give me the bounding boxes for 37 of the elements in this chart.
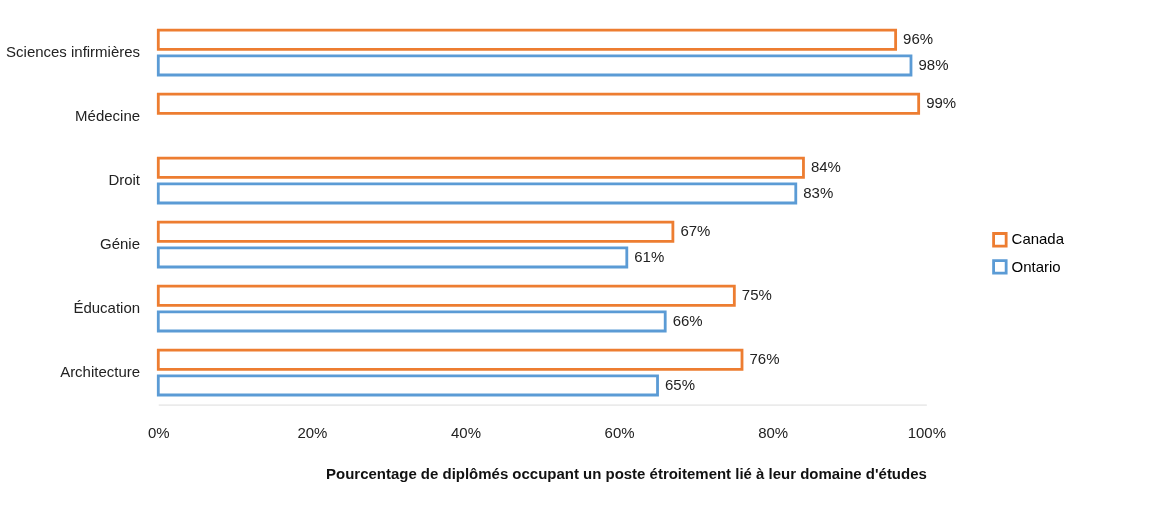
- data-label: 96%: [903, 30, 934, 48]
- bar: [156, 92, 921, 115]
- legend-label: Canada: [1011, 230, 1065, 248]
- bar: [156, 284, 736, 307]
- x-axis-title: Pourcentage de diplômés occupant un poste étroitement lié à leur domaine d'études: [326, 465, 927, 483]
- bar: [156, 220, 675, 243]
- x-tick-label: 100%: [907, 423, 946, 441]
- data-label: 75%: [741, 286, 772, 304]
- bar: [156, 156, 805, 179]
- data-label: 76%: [749, 350, 780, 368]
- bar: [156, 182, 798, 205]
- bar: [156, 246, 629, 269]
- bar: [156, 28, 898, 51]
- x-tick-label: 40%: [451, 423, 481, 441]
- data-label: 66%: [672, 312, 703, 330]
- data-label: 65%: [665, 376, 695, 394]
- data-label: 84%: [810, 158, 841, 176]
- data-label: 83%: [803, 184, 834, 202]
- y-tick-label: Éducation: [73, 299, 141, 317]
- y-tick-label: Génie: [100, 235, 141, 253]
- x-tick-label: 20%: [297, 423, 328, 441]
- y-tick-label: Sciences infirmières: [6, 43, 141, 61]
- x-tick-label: 0%: [147, 423, 170, 441]
- bar: [156, 374, 659, 397]
- y-tick-label: Médecine: [75, 107, 141, 125]
- data-label: 99%: [926, 94, 957, 112]
- bar: [156, 348, 744, 371]
- data-label: 67%: [680, 222, 711, 240]
- data-label: 98%: [918, 56, 949, 74]
- y-tick-label: Droit: [108, 171, 141, 189]
- y-tick-label: Architecture: [60, 363, 141, 381]
- data-label: 61%: [634, 248, 665, 266]
- x-tick-label: 80%: [758, 423, 789, 441]
- bar: [156, 310, 667, 333]
- legend-label: Ontario: [1011, 257, 1061, 275]
- bar: [156, 54, 913, 77]
- x-tick-label: 60%: [604, 423, 635, 441]
